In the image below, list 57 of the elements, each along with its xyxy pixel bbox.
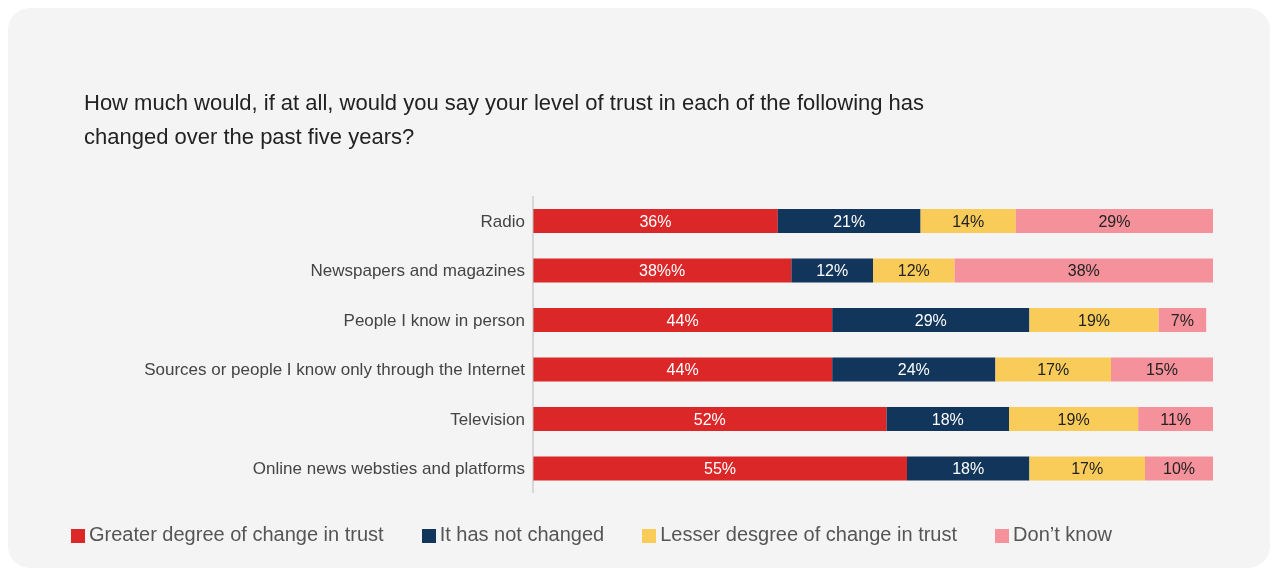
bar	[777, 209, 921, 233]
chart-title: How much would, if at all, would you say your level of trust in each of the following has changed over the past five years?	[84, 89, 926, 151]
data-label: 36%	[639, 212, 672, 230]
bar	[832, 308, 1030, 332]
data-label: 18%	[952, 460, 985, 478]
data-label: 19%	[1057, 410, 1090, 428]
bar	[1029, 456, 1145, 481]
data-label: 55%	[703, 460, 737, 478]
y-tick-label: Newspapers and magazines	[310, 261, 525, 281]
bar	[1111, 357, 1213, 382]
y-tick-label: Sources or people I know only through the Internet	[144, 360, 526, 380]
bar	[954, 258, 1213, 283]
data-label: 11%	[1160, 410, 1192, 428]
bar	[533, 407, 887, 431]
bar	[533, 258, 792, 283]
bar	[791, 258, 873, 283]
legend-label: Don’t know	[1013, 523, 1112, 545]
y-tick-label: Radio	[480, 211, 525, 231]
data-label: 17%	[1071, 460, 1104, 478]
data-label: 24%	[897, 361, 930, 379]
bar	[886, 407, 1009, 431]
bar	[1009, 407, 1139, 431]
y-tick-label: Online news websties and platforms	[252, 459, 525, 479]
legend-label: Lesser desgree of change in trust	[660, 523, 958, 545]
data-label: 19%	[1077, 311, 1111, 329]
data-label: 15%	[1145, 361, 1179, 379]
data-label: 29%	[1098, 212, 1131, 230]
bar	[533, 357, 833, 382]
data-label: 44%	[666, 311, 699, 329]
bar	[1029, 308, 1159, 332]
bar	[1015, 209, 1213, 233]
bar	[832, 357, 996, 382]
bar	[533, 209, 778, 233]
bar	[995, 357, 1111, 382]
bar	[1138, 407, 1213, 431]
y-tick-label: Television	[450, 409, 525, 429]
data-label: 29%	[914, 311, 947, 329]
data-label: 7%	[1170, 311, 1194, 329]
data-label: 17%	[1037, 361, 1070, 379]
legend-label: Greater degree of change in trust	[89, 523, 384, 545]
data-label: 21%	[833, 212, 866, 230]
data-label: 18%	[931, 410, 964, 428]
data-label: 12%	[897, 262, 930, 280]
data-label: 12%	[816, 262, 849, 280]
data-label: 38%	[1067, 262, 1100, 280]
data-label: 10%	[1162, 460, 1196, 478]
bar	[533, 308, 833, 332]
data-label: 52%	[693, 410, 726, 428]
bar	[920, 209, 1016, 233]
bar	[873, 258, 955, 283]
bar	[907, 456, 1030, 481]
legend-label: It has not changed	[439, 523, 605, 545]
data-label: 14%	[952, 212, 985, 230]
y-tick-label: People I know in person	[343, 310, 525, 330]
data-label: 38%%	[639, 262, 686, 280]
bar	[533, 456, 907, 481]
data-label: 44%	[666, 361, 699, 379]
